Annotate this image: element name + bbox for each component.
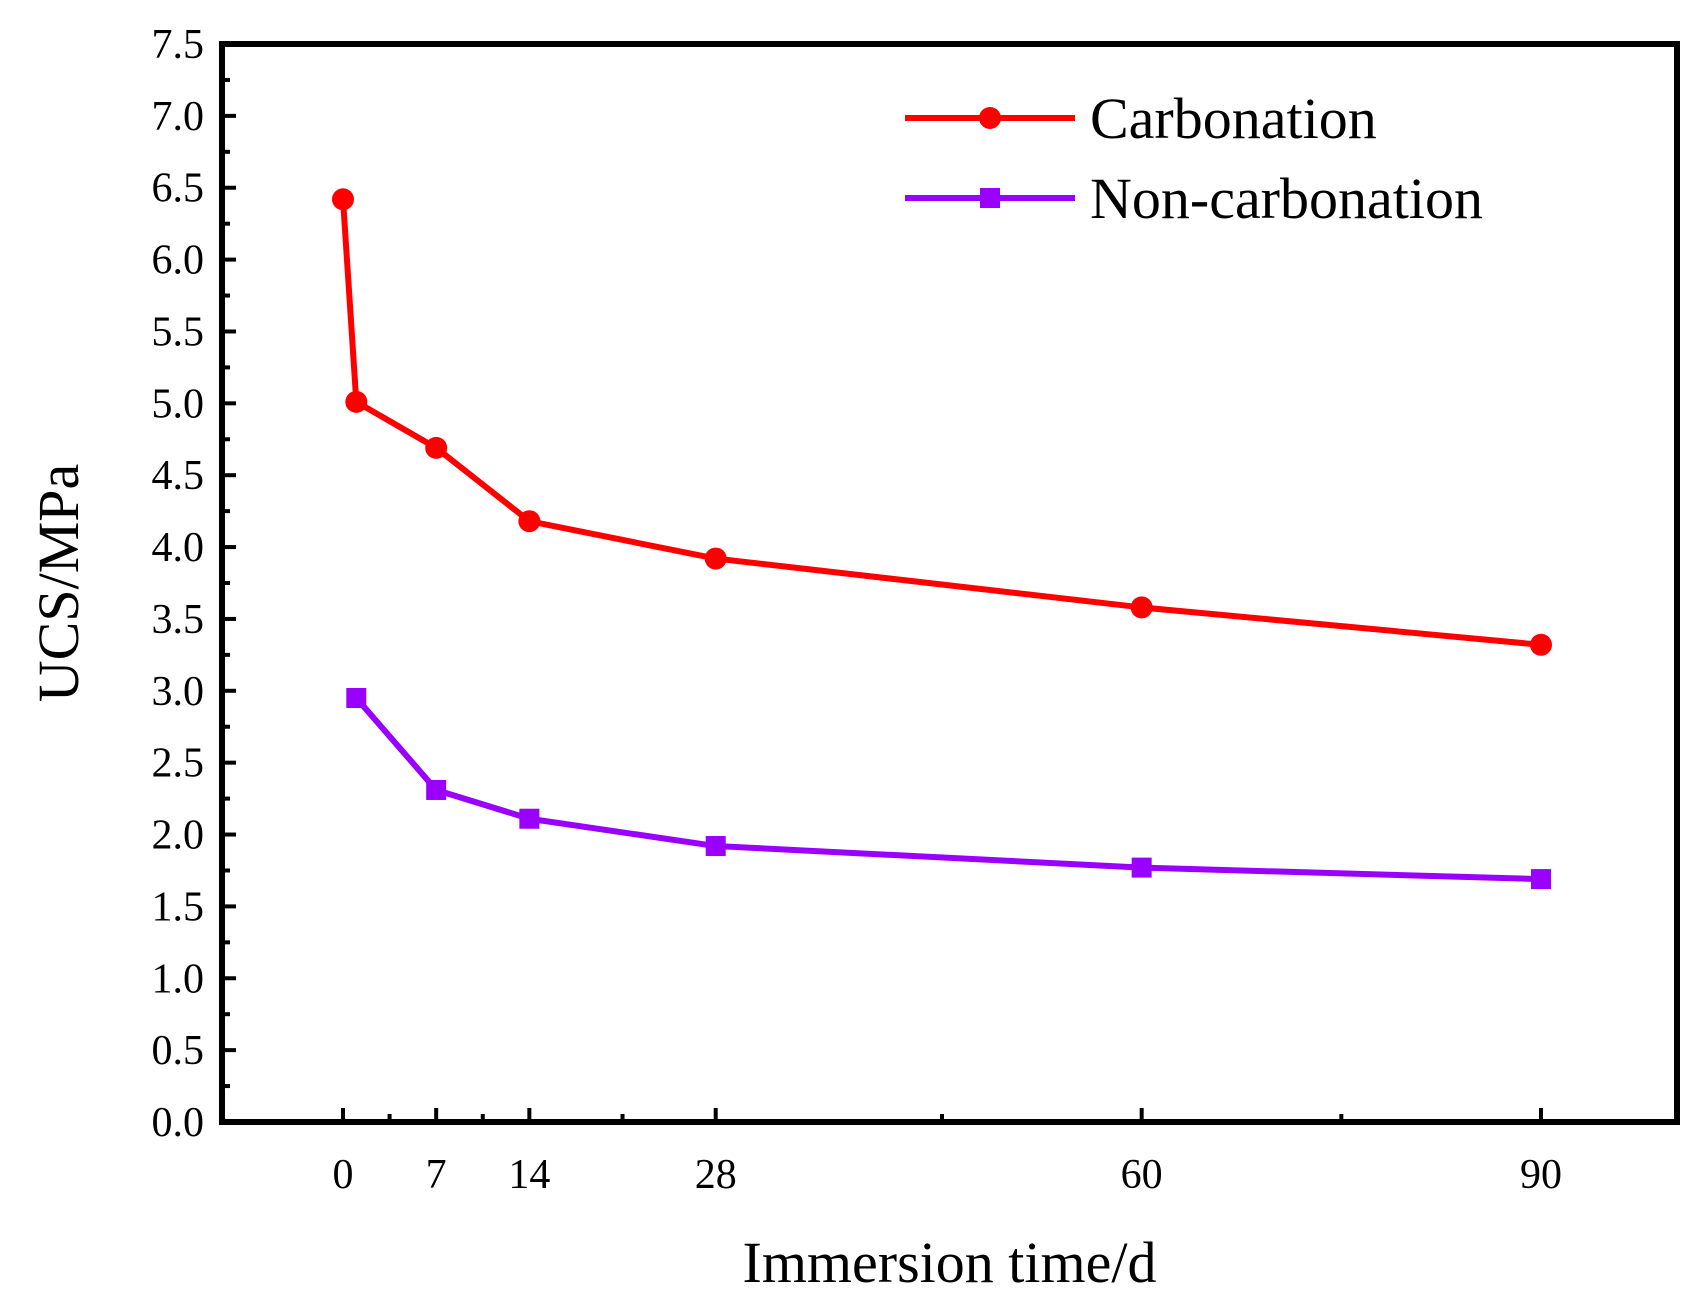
y-tick-label: 1.5 [152,884,205,930]
x-axis-ticks: 0 7 14 28 60 90 [333,1108,1562,1198]
legend-swatch-marker [979,107,1001,129]
x-axis-title: Immersion time/d [743,1230,1157,1295]
y-tick-label: 6.5 [152,166,205,212]
data-point-non-carbonation [346,687,367,708]
series-group [332,188,1552,890]
y-tick-label: 6.0 [152,238,205,284]
legend-swatch-marker [980,188,1000,208]
y-tick-label: 0.0 [152,1100,205,1146]
x-tick-label: 28 [695,1152,737,1198]
legend-item-non-carbonation: Non-carbonation [905,166,1483,231]
data-point-carbonation [1530,633,1552,656]
data-point-non-carbonation [1131,857,1152,878]
y-tick-label: 5.5 [152,309,205,355]
data-point-carbonation [518,510,541,533]
data-point-carbonation [332,188,354,211]
y-tick-label: 5.0 [152,381,205,427]
series-carbonation [332,188,1552,656]
data-point-non-carbonation [519,808,540,829]
y-tick-label: 0.5 [152,1028,205,1074]
y-tick-label: 3.5 [152,597,205,643]
y-tick-label: 7.0 [152,94,205,140]
y-axis-ticks: 0.0 0.5 1.0 1.5 2.0 2.5 3.0 3.5 4.0 4.5 5.0 5.5 6.0 6… [152,22,236,1146]
y-tick-label: 1.0 [152,956,205,1002]
data-point-carbonation [704,547,727,570]
data-point-non-carbonation [426,779,447,800]
x-tick-label: 7 [426,1152,447,1198]
data-point-carbonation [345,390,368,413]
data-point-non-carbonation [705,836,726,857]
x-tick-label: 90 [1520,1152,1562,1198]
y-tick-label: 2.0 [152,813,205,859]
legend-item-carbonation: Carbonation [905,86,1377,151]
y-tick-label: 3.0 [152,669,205,715]
x-tick-label: 0 [333,1152,354,1198]
legend: Carbonation Non-carbonation [905,86,1483,231]
data-point-non-carbonation [1531,869,1551,890]
y-tick-label: 4.5 [152,453,205,499]
x-tick-label: 60 [1121,1152,1163,1198]
data-point-carbonation [1130,596,1153,619]
y-tick-label: 7.5 [152,22,205,68]
series-line-carbonation [340,199,1542,648]
x-tick-label: 14 [508,1152,550,1198]
data-point-carbonation [425,436,448,459]
y-tick-label: 4.0 [152,525,205,571]
y-tick-label: 2.5 [152,741,205,787]
legend-label: Non-carbonation [1090,166,1483,231]
series-non-carbonation [346,687,1551,890]
y-axis-title: UCS/MPa [26,464,91,703]
series-line-non-carbonation [354,696,1542,883]
legend-label: Carbonation [1090,86,1377,151]
